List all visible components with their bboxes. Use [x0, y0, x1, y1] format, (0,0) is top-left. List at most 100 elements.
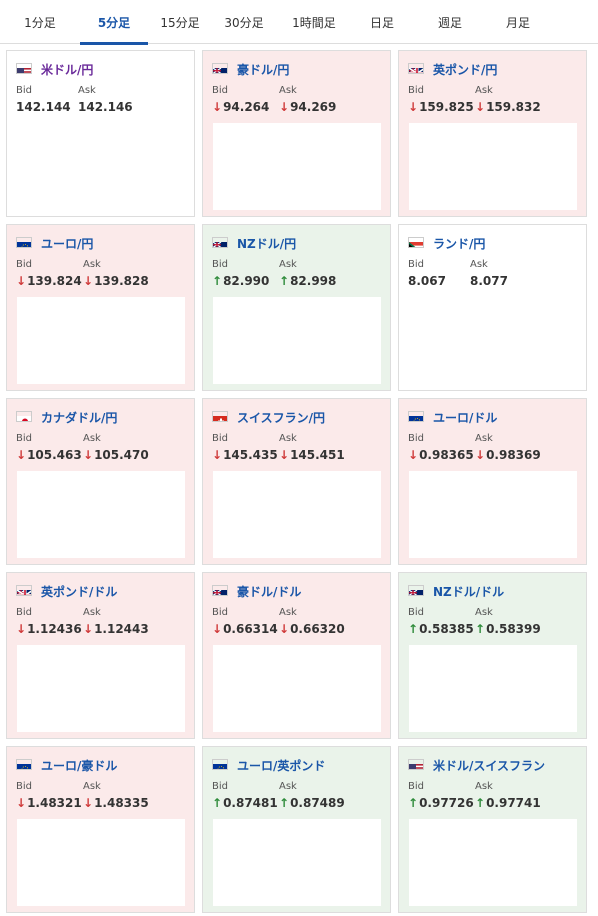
- candlestick-chart[interactable]: [17, 645, 185, 732]
- ask-label: Ask: [475, 433, 493, 444]
- rate-card[interactable]: 159.9159.8159.7159.613:1014:1015:10 英ポンド…: [398, 50, 587, 217]
- flag-icon: 139.8139.713:1014:1015:10: [16, 237, 32, 248]
- ask-value: ↓139.828: [83, 274, 149, 288]
- rate-card[interactable]: 1.4851.4841.48313:1014:1015:10 ユーロ/豪ドル B…: [6, 746, 195, 913]
- candlestick-chart[interactable]: [213, 297, 381, 384]
- bid-value: ↓0.98365: [408, 448, 474, 462]
- pair-name-link[interactable]: ユーロ/英ポンド: [237, 759, 326, 773]
- candlestick-chart[interactable]: [213, 123, 381, 210]
- down-arrow-icon: ↓: [83, 622, 94, 636]
- tab-30min[interactable]: 30分足: [224, 15, 264, 30]
- candlestick-chart[interactable]: [17, 297, 185, 384]
- ask-value: ↑0.87489: [279, 796, 345, 810]
- bid-label: Bid: [408, 85, 424, 96]
- flag-icon: 0.9790.97850.9780.977513:1014:1015:10: [408, 759, 424, 770]
- ask-value: ↑0.97741: [475, 796, 541, 810]
- rate-card[interactable]: 1.1241.12313:1014:1015:10 英ポンド/ドル Bid As…: [6, 572, 195, 739]
- ask-label: Ask: [475, 781, 493, 792]
- pair-name-link[interactable]: 米ドル/円: [41, 63, 94, 77]
- chart-svg: [409, 819, 577, 906]
- rate-card[interactable]: 0.58350.5830.582513:1014:1015:10 NZドル/ドル…: [398, 572, 587, 739]
- pair-name-link[interactable]: ランド/円: [433, 237, 486, 251]
- bid-label: Bid: [408, 433, 424, 444]
- ask-label: Ask: [83, 607, 101, 618]
- ask-value: ↓94.269: [279, 100, 337, 114]
- tab-5min[interactable]: 5分足: [80, 0, 148, 45]
- tab-1min[interactable]: 1分足: [24, 15, 56, 30]
- rate-card[interactable]: 82.9582.982.8582.813:1014:1015:10 NZドル/円…: [202, 224, 391, 391]
- ask-label: Ask: [279, 607, 297, 618]
- down-arrow-icon: ↓: [279, 622, 290, 636]
- pair-name-link[interactable]: カナダドル/円: [41, 411, 118, 425]
- tab-weekly[interactable]: 週足: [437, 15, 462, 30]
- bid-value: ↑0.87481: [212, 796, 278, 810]
- up-arrow-icon: ↑: [475, 796, 486, 810]
- rate-card[interactable]: 0.98350.9830.98250.98213:1014:1015:10 ユー…: [398, 398, 587, 565]
- pair-name-link[interactable]: 米ドル/スイスフラン: [433, 759, 546, 773]
- rate-card[interactable]: 8.078.0613:1014:1015:10 ランド/円 Bid Ask 8.…: [398, 224, 587, 391]
- candlestick-chart[interactable]: [409, 297, 577, 384]
- pair-name-link[interactable]: ユーロ/円: [41, 237, 94, 251]
- pair-name-link[interactable]: 豪ドル/ドル: [237, 585, 302, 599]
- candlestick-chart[interactable]: [409, 645, 577, 732]
- ask-value: ↓1.48335: [83, 796, 149, 810]
- candlestick-chart[interactable]: [213, 645, 381, 732]
- bid-label: Bid: [408, 607, 424, 618]
- pair-name-link[interactable]: NZドル/円: [237, 237, 297, 251]
- chart-svg: [409, 123, 577, 210]
- rate-card[interactable]: 142.3142.2142.113:1014:1015:10 米ドル/円 Bid…: [6, 50, 195, 217]
- tab-1hour[interactable]: 1時間足: [292, 15, 336, 30]
- rate-card[interactable]: 94.294.113:1014:1015:10 豪ドル/円 Bid Ask ↓9…: [202, 50, 391, 217]
- pair-name-link[interactable]: スイスフラン/円: [237, 411, 326, 425]
- ask-value: ↑0.58399: [475, 622, 541, 636]
- chart-svg: [213, 819, 381, 906]
- bid-label: Bid: [212, 85, 228, 96]
- rate-card[interactable]: 0.6630.6620.66113:1014:1015:10 豪ドル/ドル Bi…: [202, 572, 391, 739]
- bid-label: Bid: [16, 433, 32, 444]
- rate-card[interactable]: 105.55105.5105.45105.413:1014:1015:10 カナ…: [6, 398, 195, 565]
- down-arrow-icon: ↓: [279, 448, 290, 462]
- pair-name-link[interactable]: 英ポンド/ドル: [41, 585, 118, 599]
- tab-15min[interactable]: 15分足: [160, 15, 200, 30]
- flag-icon: 145.4145.3145.213:1014:1015:10: [212, 411, 228, 422]
- ask-label: Ask: [470, 259, 488, 270]
- up-arrow-icon: ↑: [212, 274, 223, 288]
- bid-value: ↓0.66314: [212, 622, 278, 636]
- bid-value: ↑0.97726: [408, 796, 474, 810]
- bid-label: Bid: [16, 259, 32, 270]
- candlestick-chart[interactable]: [17, 471, 185, 558]
- rate-card[interactable]: 0.8750.87480.87460.87440.874213:1014:101…: [202, 746, 391, 913]
- candlestick-chart[interactable]: [409, 819, 577, 906]
- pair-name-link[interactable]: 英ポンド/円: [433, 63, 498, 77]
- candlestick-chart[interactable]: [17, 819, 185, 906]
- tab-daily[interactable]: 日足: [369, 15, 394, 30]
- down-arrow-icon: ↓: [408, 448, 419, 462]
- pair-name-link[interactable]: ユーロ/豪ドル: [41, 759, 118, 773]
- rate-card[interactable]: 139.8139.713:1014:1015:10 ユーロ/円 Bid Ask …: [6, 224, 195, 391]
- candlestick-chart[interactable]: [409, 123, 577, 210]
- candlestick-chart[interactable]: [17, 123, 185, 210]
- down-arrow-icon: ↓: [16, 796, 27, 810]
- pair-name-link[interactable]: NZドル/ドル: [433, 585, 505, 599]
- candlestick-chart[interactable]: [213, 819, 381, 906]
- up-arrow-icon: ↑: [408, 796, 419, 810]
- down-arrow-icon: ↓: [408, 100, 419, 114]
- rate-card[interactable]: 145.4145.3145.213:1014:1015:10 スイスフラン/円 …: [202, 398, 391, 565]
- down-arrow-icon: ↓: [16, 448, 27, 462]
- flag-icon: 105.55105.5105.45105.413:1014:1015:10: [16, 411, 32, 422]
- flag-icon: 0.8750.87480.87460.87440.874213:1014:101…: [212, 759, 228, 770]
- tab-monthly[interactable]: 月足: [505, 15, 530, 30]
- down-arrow-icon: ↓: [212, 100, 223, 114]
- candlestick-chart[interactable]: [409, 471, 577, 558]
- ask-value: 142.146: [78, 100, 133, 114]
- down-arrow-icon: ↓: [83, 796, 94, 810]
- pair-name-link[interactable]: 豪ドル/円: [237, 63, 290, 77]
- down-arrow-icon: ↓: [475, 448, 486, 462]
- ask-label: Ask: [83, 781, 101, 792]
- ask-value: ↑82.998: [279, 274, 337, 288]
- rate-card[interactable]: 0.9790.97850.9780.977513:1014:1015:10 米ド…: [398, 746, 587, 913]
- ask-value: ↓0.66320: [279, 622, 345, 636]
- candlestick-chart[interactable]: [213, 471, 381, 558]
- ask-label: Ask: [475, 85, 493, 96]
- pair-name-link[interactable]: ユーロ/ドル: [433, 411, 498, 425]
